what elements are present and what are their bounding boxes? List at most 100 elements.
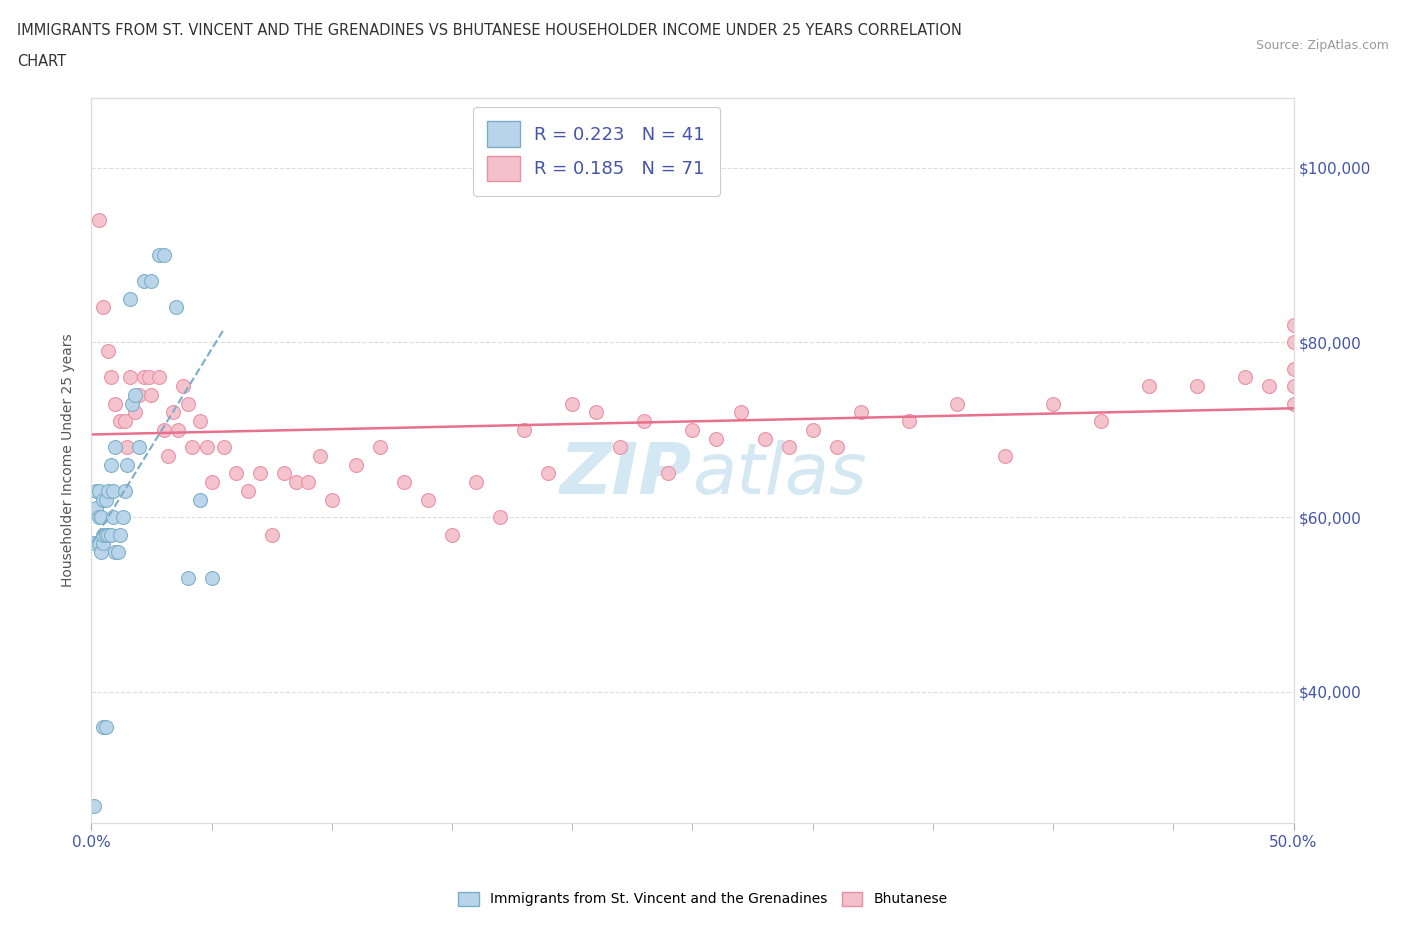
Point (87, 536, 110, 551)
Point (465, 474, 488, 489)
Point (90, 510, 112, 525)
Point (946, 396, 969, 411)
Point (148, 370, 170, 385)
Point (897, 414, 920, 429)
Point (87, 213, 110, 228)
Point (236, 484, 259, 498)
Point (101, 510, 124, 525)
Point (93, 492, 115, 507)
Point (110, 414, 132, 429)
Point (104, 396, 127, 411)
Point (128, 440, 150, 455)
Point (118, 370, 141, 385)
Point (100, 370, 122, 385)
Point (1137, 379, 1160, 393)
Point (392, 474, 415, 489)
Point (440, 527, 463, 542)
Point (1187, 379, 1209, 393)
Point (368, 440, 391, 455)
Point (162, 405, 184, 419)
Point (100, 527, 122, 542)
Point (778, 440, 800, 455)
Point (633, 414, 655, 429)
Point (114, 414, 136, 429)
Point (117, 458, 139, 472)
Point (1282, 317, 1305, 332)
Point (730, 405, 752, 419)
Point (416, 492, 439, 507)
Point (308, 448, 330, 463)
Point (157, 448, 180, 463)
Point (201, 474, 224, 489)
Point (1282, 379, 1305, 393)
Point (801, 422, 824, 437)
Point (152, 422, 174, 437)
Y-axis label: Householder Income Under 25 years: Householder Income Under 25 years (62, 334, 76, 587)
Point (489, 510, 512, 525)
Point (93, 300, 115, 315)
Point (97, 527, 120, 542)
Point (609, 440, 631, 455)
Point (118, 291, 141, 306)
Legend: R = 0.223   N = 41, R = 0.185   N = 71: R = 0.223 N = 41, R = 0.185 N = 71 (472, 107, 720, 195)
Point (94, 527, 117, 542)
Point (176, 396, 198, 411)
Point (93, 720, 115, 735)
Point (849, 405, 872, 419)
Point (754, 432, 776, 446)
Point (1282, 361, 1305, 376)
Point (825, 440, 848, 455)
Point (152, 247, 174, 262)
Point (249, 466, 271, 481)
Point (124, 388, 146, 403)
Point (104, 440, 127, 455)
Point (1282, 396, 1305, 411)
Point (124, 405, 146, 419)
Point (93, 536, 115, 551)
Point (344, 458, 367, 472)
Point (1234, 370, 1257, 385)
Point (100, 458, 122, 472)
Point (212, 440, 235, 455)
Text: IMMIGRANTS FROM ST. VINCENT AND THE GRENADINES VS BHUTANESE HOUSEHOLDER INCOME U: IMMIGRANTS FROM ST. VINCENT AND THE GREN… (17, 23, 962, 38)
Point (93, 527, 115, 542)
Point (273, 466, 295, 481)
Point (706, 432, 728, 446)
Point (94, 492, 117, 507)
Point (585, 405, 607, 419)
Point (111, 510, 134, 525)
Point (681, 422, 703, 437)
Text: CHART: CHART (17, 54, 66, 69)
Point (225, 466, 247, 481)
Point (94, 720, 117, 735)
Point (297, 474, 319, 489)
Point (97, 484, 120, 498)
Point (128, 388, 150, 403)
Point (117, 440, 139, 455)
Point (134, 370, 156, 385)
Point (537, 466, 560, 481)
Point (101, 484, 124, 498)
Point (83, 536, 105, 551)
Point (87, 484, 110, 498)
Point (321, 492, 343, 507)
Point (114, 484, 136, 498)
Point (104, 545, 127, 560)
Point (181, 440, 204, 455)
Point (110, 527, 132, 542)
Point (1258, 379, 1281, 393)
Point (97, 344, 120, 359)
Point (994, 448, 1017, 463)
Point (176, 571, 198, 586)
Point (165, 300, 187, 315)
Point (138, 370, 160, 385)
Point (195, 440, 218, 455)
Point (84, 484, 107, 498)
Point (201, 571, 224, 586)
Point (87, 510, 110, 525)
Point (188, 492, 211, 507)
Point (84, 501, 107, 516)
Point (148, 247, 170, 262)
Point (121, 396, 143, 411)
Point (260, 527, 283, 542)
